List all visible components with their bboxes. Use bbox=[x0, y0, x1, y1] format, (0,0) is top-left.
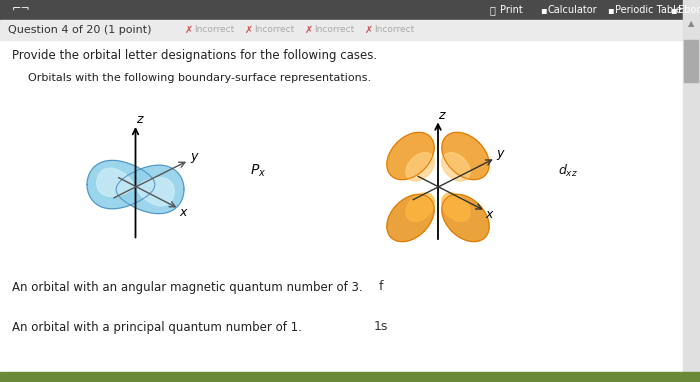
Text: An orbital with an angular magnetic quantum number of 3.: An orbital with an angular magnetic quan… bbox=[12, 280, 363, 293]
Polygon shape bbox=[138, 178, 174, 206]
Bar bbox=[683, 0, 700, 382]
Text: Provide the orbital letter designations for the following cases.: Provide the orbital letter designations … bbox=[12, 50, 377, 63]
Text: Periodic Table: Periodic Table bbox=[615, 5, 682, 15]
Text: y: y bbox=[190, 151, 197, 163]
Polygon shape bbox=[116, 165, 184, 214]
Bar bbox=[540, 158, 595, 184]
Text: ✗: ✗ bbox=[305, 25, 313, 35]
Polygon shape bbox=[406, 193, 434, 221]
Text: ▪: ▪ bbox=[670, 5, 677, 15]
Polygon shape bbox=[442, 193, 470, 221]
Text: x: x bbox=[486, 209, 493, 222]
Bar bbox=[58, 107, 213, 267]
Polygon shape bbox=[442, 153, 470, 181]
Bar bbox=[362, 277, 400, 299]
Text: ▲: ▲ bbox=[687, 19, 694, 29]
Text: ✗: ✗ bbox=[365, 25, 373, 35]
Text: $P_x$: $P_x$ bbox=[250, 163, 266, 179]
Text: ✗: ✗ bbox=[245, 25, 253, 35]
Text: 1s: 1s bbox=[374, 320, 388, 333]
Text: f: f bbox=[379, 280, 384, 293]
Polygon shape bbox=[387, 133, 434, 180]
Text: Ebook: Ebook bbox=[678, 5, 700, 15]
Polygon shape bbox=[387, 194, 434, 242]
Text: Incorrect: Incorrect bbox=[374, 26, 414, 34]
Polygon shape bbox=[442, 133, 489, 180]
Text: ⌐¬: ⌐¬ bbox=[12, 5, 31, 15]
Bar bbox=[232, 158, 284, 184]
Polygon shape bbox=[87, 160, 155, 209]
Text: y: y bbox=[497, 147, 504, 160]
Text: Incorrect: Incorrect bbox=[314, 26, 354, 34]
Polygon shape bbox=[116, 165, 184, 214]
Text: Calculator: Calculator bbox=[548, 5, 598, 15]
Bar bbox=[0, 40, 683, 382]
Text: An orbital with a principal quantum number of 1.: An orbital with a principal quantum numb… bbox=[12, 320, 302, 333]
Bar bbox=[358, 107, 518, 267]
Text: Print: Print bbox=[500, 5, 523, 15]
Polygon shape bbox=[406, 153, 434, 181]
Bar bbox=[0, 20, 683, 40]
Text: 🖨: 🖨 bbox=[490, 5, 496, 15]
Text: Incorrect: Incorrect bbox=[254, 26, 294, 34]
Bar bbox=[0, 0, 700, 20]
Text: Incorrect: Incorrect bbox=[194, 26, 234, 34]
Text: Orbitals with the following boundary-surface representations.: Orbitals with the following boundary-sur… bbox=[28, 73, 371, 83]
Text: z: z bbox=[438, 108, 444, 121]
Polygon shape bbox=[442, 194, 489, 242]
Bar bbox=[362, 317, 400, 339]
Polygon shape bbox=[87, 160, 155, 209]
Text: Question 4 of 20 (1 point): Question 4 of 20 (1 point) bbox=[8, 25, 151, 35]
Text: ▪: ▪ bbox=[607, 5, 614, 15]
Text: ▪: ▪ bbox=[540, 5, 547, 15]
Text: ✗: ✗ bbox=[185, 25, 193, 35]
Bar bbox=[684, 40, 698, 82]
Polygon shape bbox=[97, 168, 134, 196]
Text: ▼: ▼ bbox=[687, 374, 694, 382]
Bar bbox=[0, 372, 700, 382]
Text: x: x bbox=[179, 206, 187, 219]
Text: $d_{xz}$: $d_{xz}$ bbox=[558, 163, 577, 179]
Text: z: z bbox=[136, 113, 142, 126]
